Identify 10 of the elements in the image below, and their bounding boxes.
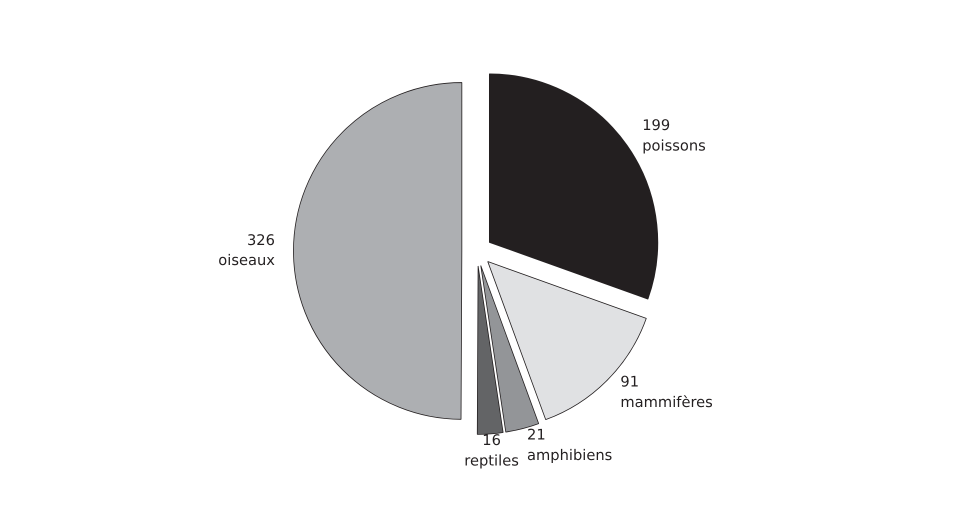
slice-label: mammifères <box>620 394 713 411</box>
data-label: 91 <box>620 373 640 390</box>
data-label: 199 <box>642 116 670 134</box>
slice-label: amphibiens <box>527 446 612 464</box>
data-label: 21 <box>527 426 546 444</box>
slice-label: poissons <box>642 137 706 154</box>
data-label: 326 <box>246 232 275 249</box>
slice-label: reptiles <box>464 452 519 470</box>
data-label: 16 <box>482 432 501 450</box>
slice-label: oiseaux <box>218 252 276 270</box>
